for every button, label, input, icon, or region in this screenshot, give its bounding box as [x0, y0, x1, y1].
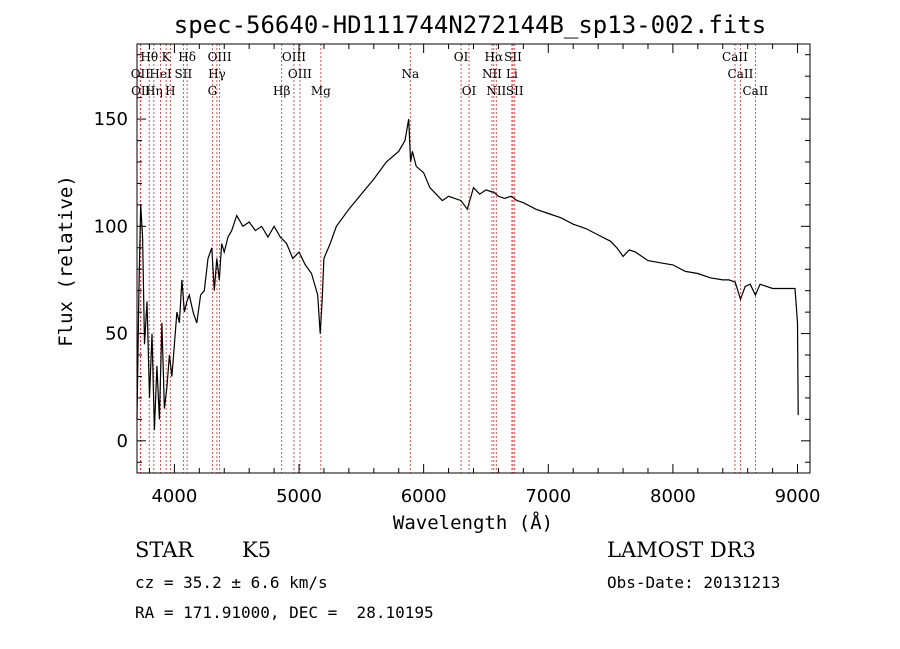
ra-dec-coordinates: RA = 171.91000, DEC = 28.10195	[135, 603, 434, 622]
spectral-line-label: HeI	[149, 67, 172, 81]
spectral-line-label: SII	[506, 84, 524, 98]
x-tick-label: 6000	[401, 486, 447, 507]
spectral-line-label: CaII	[728, 67, 754, 81]
y-tick-label: 50	[105, 324, 128, 345]
chart-title: spec-56640-HD111744N272144B_sp13-002.fit…	[174, 11, 766, 39]
x-axis-label: Wavelength (Å)	[393, 511, 553, 534]
x-tick-label: 5000	[276, 486, 322, 507]
y-axis-label: Flux (relative)	[55, 175, 77, 347]
spectral-line-label: OIII	[208, 50, 232, 64]
object-subclass: K5	[242, 538, 272, 562]
spectral-line-label: Hδ	[178, 50, 196, 64]
spectral-line-label: CaII	[742, 84, 768, 98]
flux-series-line	[136, 118, 799, 431]
observation-date: Obs-Date: 20131213	[607, 573, 781, 592]
spectral-line-label: Hβ	[273, 84, 290, 98]
spectral-line-label: Hγ	[208, 67, 226, 81]
spectral-line-label: Hη	[145, 84, 163, 98]
x-tick-label: 4000	[151, 486, 197, 507]
redshift-cz: cz = 35.2 ± 6.6 km/s	[135, 573, 328, 592]
spectral-line-label: NII	[482, 67, 502, 81]
y-tick-label: 100	[94, 216, 128, 237]
spectral-line-label: Li	[506, 67, 518, 81]
y-tick-label: 150	[94, 109, 128, 130]
spectral-line-label: OII	[131, 84, 151, 98]
spectral-line-label: Hα	[485, 50, 504, 64]
spectral-line-label: Mg	[311, 84, 331, 98]
spectral-line-label: G	[208, 84, 218, 98]
spectral-line-label: SII	[175, 67, 193, 81]
x-tick-label: 7000	[525, 486, 571, 507]
spectral-line-label: CaII	[722, 50, 748, 64]
spectral-line-label: OIII	[288, 67, 312, 81]
spectral-line-label: OI	[462, 84, 477, 98]
axis-ticks: 4000 5000 6000 7000 8000 9000 0 50 100 150	[94, 44, 821, 507]
y-tick-label: 0	[117, 431, 128, 452]
spectral-line-label: OI	[454, 50, 469, 64]
object-class: STAR	[135, 538, 194, 562]
x-tick-label: 9000	[775, 486, 821, 507]
survey-name: LAMOST DR3	[607, 538, 756, 562]
spectral-line-label: OII	[131, 67, 151, 81]
spectral-lines-layer	[139, 44, 756, 473]
spectral-line-label: SII	[504, 50, 522, 64]
spectral-line-label: H	[165, 84, 175, 98]
x-tick-label: 8000	[650, 486, 696, 507]
plot-frame	[136, 43, 811, 474]
spectral-line-label: K	[162, 50, 172, 64]
spectral-line-label: Hθ	[140, 50, 158, 64]
spectral-line-label: NII	[486, 84, 506, 98]
spectral-line-label: Na	[401, 67, 419, 81]
spectral-line-label: OIII	[282, 50, 306, 64]
